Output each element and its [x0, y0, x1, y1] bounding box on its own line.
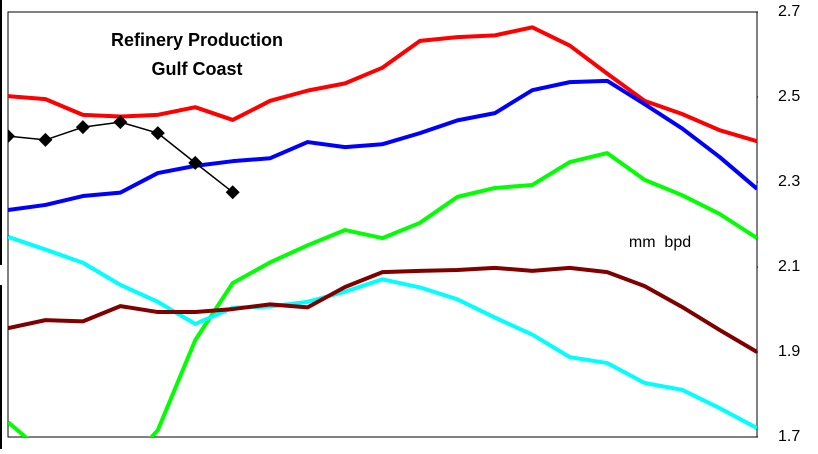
chart-subtitle: Gulf Coast	[151, 59, 242, 79]
plot-frame	[7, 11, 758, 438]
y-tick-label: 1.9	[778, 343, 800, 360]
series-line	[8, 265, 757, 354]
chart-title: Refinery Production	[111, 30, 283, 50]
marker	[150, 126, 165, 141]
marker	[38, 132, 53, 147]
lines	[8, 25, 757, 437]
y-tick-label: 2.1	[778, 258, 800, 275]
marker	[8, 129, 15, 144]
series-line	[8, 78, 757, 213]
series-line	[8, 234, 757, 430]
annotation: mm bpd	[629, 234, 691, 251]
y-tick-label: 1.7	[778, 428, 800, 445]
series-line	[8, 151, 757, 437]
marker	[113, 115, 128, 130]
marker	[188, 155, 203, 170]
y-tick-label: 2.3	[778, 173, 800, 190]
y-tick-label: 2.7	[778, 3, 800, 20]
series-line	[8, 25, 757, 144]
marker	[75, 120, 90, 135]
y-tick-label: 2.5	[778, 88, 800, 105]
marker	[225, 185, 240, 200]
